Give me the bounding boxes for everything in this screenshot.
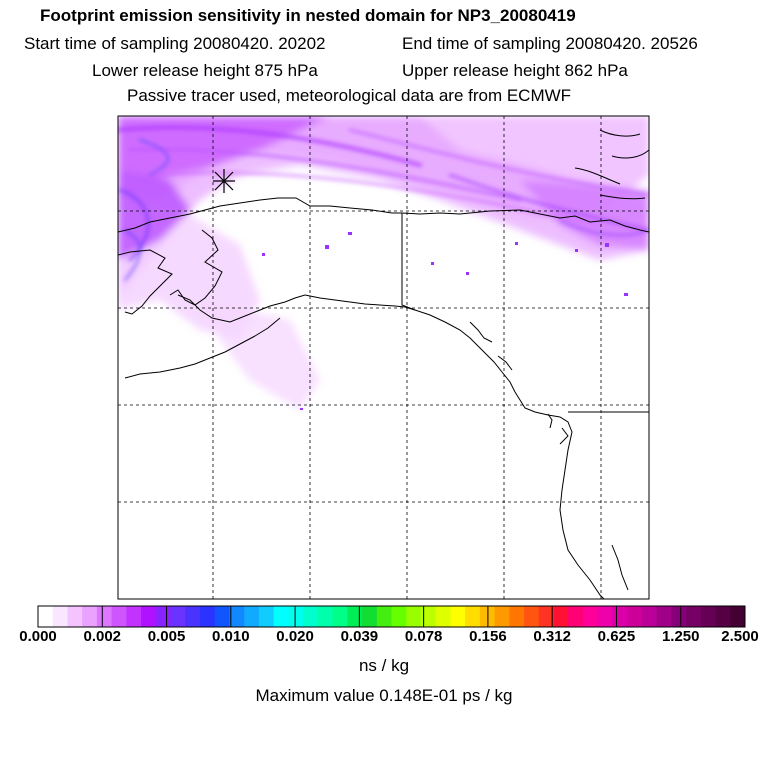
- political-boundaries: [401, 213, 649, 413]
- colorbar-cell: [111, 606, 127, 627]
- colorbar-unit: ns / kg: [358, 656, 410, 675]
- lower-height-label: Lower release height 875 hPa: [92, 61, 318, 80]
- colorbar-cell: [730, 606, 746, 627]
- colorbar-cell: [82, 606, 98, 627]
- colorbar-cell: [641, 606, 658, 627]
- colorbar-cell: [465, 606, 481, 627]
- tracer-note: Passive tracer used, meteorological data…: [127, 86, 572, 105]
- colorbar-cell: [141, 606, 157, 627]
- colorbar-cell: [391, 606, 407, 627]
- colorbar-tick-label: 0.156: [469, 628, 507, 645]
- colorbar-cell: [686, 606, 702, 627]
- colorbar-cell: [155, 606, 171, 627]
- colorbar-cell: [67, 606, 83, 627]
- colorbar-tick-label: 1.250: [661, 628, 700, 645]
- colorbar-cell: [126, 606, 142, 627]
- colorbar-cell: [524, 606, 540, 627]
- colorbar-cell: [96, 606, 113, 627]
- colorbar-cell: [494, 606, 510, 627]
- colorbar-cell: [553, 606, 569, 627]
- colorbar-cell: [200, 606, 216, 627]
- colorbar-cell: [568, 606, 584, 627]
- lat-lon-grid: [118, 116, 649, 599]
- colorbar-tick-label: 0.312: [533, 628, 571, 645]
- colorbar-cell: [627, 606, 643, 627]
- colorbar-cell: [406, 606, 422, 627]
- colorbar-tick-label: 0.039: [340, 628, 379, 645]
- colorbar-cell: [715, 606, 731, 627]
- colorbar-cell: [52, 606, 68, 627]
- colorbar-cell: [362, 606, 378, 627]
- colorbar-cell: [185, 606, 201, 627]
- colorbar-tick-label: 0.000: [19, 628, 57, 645]
- colorbar-tick-label: 0.005: [147, 628, 186, 645]
- colorbar-cell: [170, 606, 186, 627]
- colorbar-cell: [347, 606, 363, 627]
- colorbar-cell: [38, 606, 54, 627]
- sensitivity-dots: [262, 232, 628, 410]
- colorbar-cell: [435, 606, 451, 627]
- release-location-cross: [213, 169, 235, 193]
- start-time-label: Start time of sampling 20080420. 20202: [24, 34, 326, 53]
- colorbar-cell: [700, 606, 716, 627]
- colorbar-cell: [288, 606, 304, 627]
- colorbar-cell: [420, 606, 437, 627]
- colorbar-tick-label: 0.002: [83, 628, 122, 645]
- colorbar-cell: [258, 606, 275, 627]
- colorbar-tick-label: 0.010: [212, 628, 250, 645]
- colorbar-cell: [244, 606, 260, 627]
- colorbar-cell: [332, 606, 348, 627]
- colorbar-tick-label: 2.500: [721, 628, 759, 645]
- colorbar-cell: [303, 606, 319, 627]
- colorbar-tick-label: 0.020: [276, 628, 314, 645]
- colorbar-cell: [509, 606, 525, 627]
- colorbar-cell: [597, 606, 613, 627]
- sensitivity-streaks: [118, 125, 649, 281]
- colorbar-cell: [273, 606, 289, 627]
- colorbar-cell: [656, 606, 672, 627]
- colorbar-cell: [538, 606, 554, 627]
- colorbar-tick-label: 0.078: [404, 628, 443, 645]
- colorbar-cell: [671, 606, 687, 627]
- upper-height-label: Upper release height 862 hPa: [402, 61, 628, 80]
- map-frame: [117, 115, 650, 600]
- colorbar-cell: [317, 606, 333, 627]
- plot-title: Footprint emission sensitivity in nested…: [40, 6, 576, 25]
- colorbar-tick-label: 0.625: [597, 628, 636, 645]
- end-time-label: End time of sampling 20080420. 20526: [402, 34, 698, 53]
- colorbar-frame: [37, 605, 746, 628]
- colorbar-cell: [450, 606, 466, 627]
- colorbar-cell: [214, 606, 230, 627]
- colorbar-cell: [229, 606, 245, 627]
- maximum-value-label: Maximum value 0.148E-01 ps / kg: [255, 686, 513, 705]
- colorbar-cell: [582, 606, 599, 627]
- colorbar-cell: [376, 606, 392, 627]
- colorbar-cell: [612, 606, 628, 627]
